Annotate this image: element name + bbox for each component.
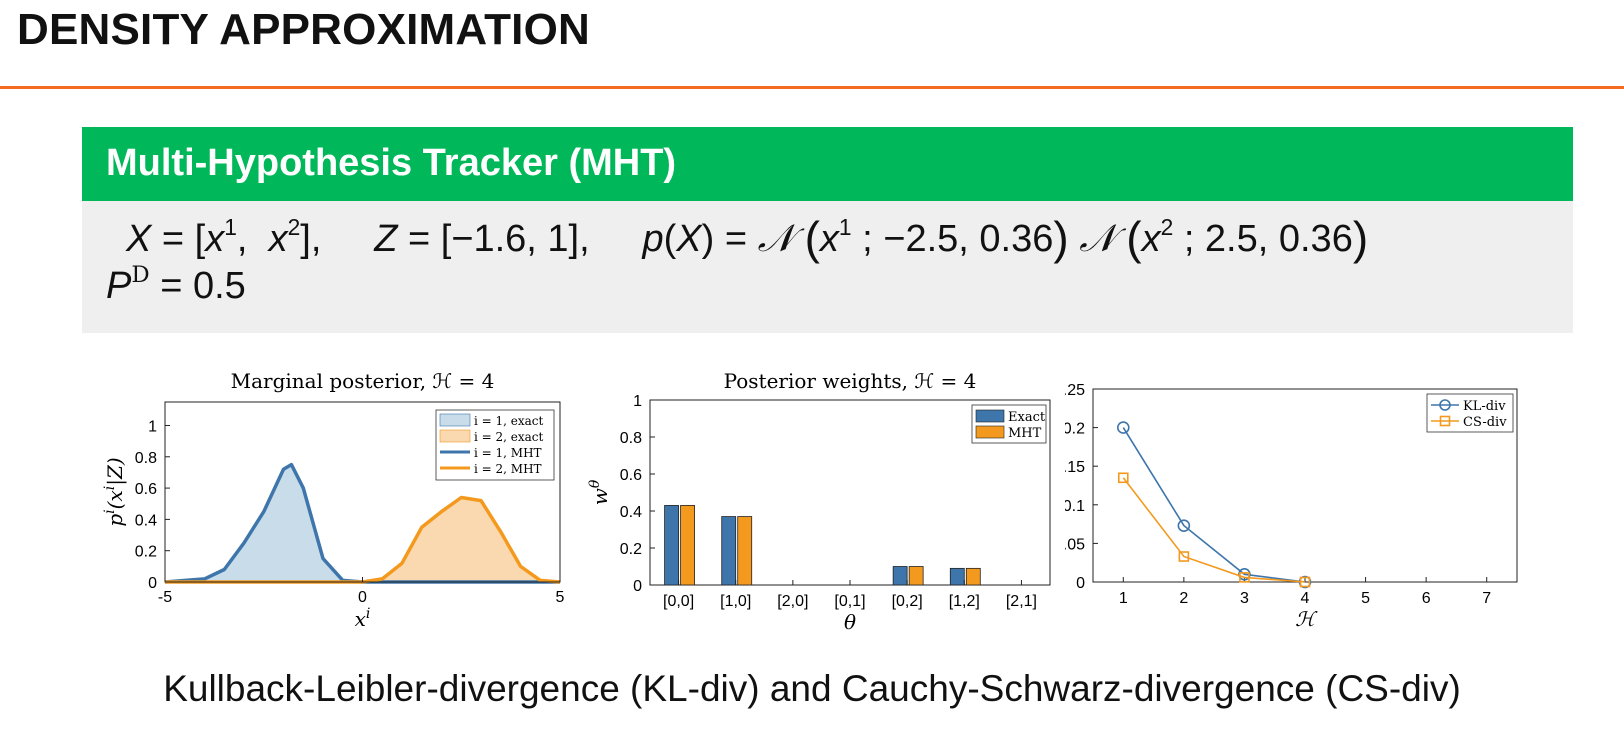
series-area-1 — [165, 464, 560, 582]
legend-label: i = 1, exact — [474, 414, 544, 428]
equation-line-1: X = [x1, x2], Z = [−1.6, 1], p(X) = 𝒩 (x… — [126, 212, 1369, 264]
legend-marker — [1439, 399, 1451, 411]
x-tick-label: [1,2] — [949, 593, 980, 610]
y-tick-label: 0.15 — [1065, 459, 1085, 476]
y-tick-label: 0 — [633, 578, 642, 595]
y-tick-label: 0.8 — [620, 430, 642, 447]
x-tick-label: 6 — [1422, 590, 1431, 607]
y-tick-label: 0.8 — [135, 450, 157, 467]
bar-exact — [721, 516, 737, 586]
x2-params: ; 2.5, 0.36 — [1183, 218, 1353, 260]
x-tick-label: [2,1] — [1006, 593, 1037, 610]
p-definition: = — [724, 218, 748, 260]
bar-mht — [908, 566, 924, 586]
y-tick-label: 0.2 — [620, 541, 642, 558]
x-definition: = [ — [161, 218, 206, 260]
legend-swatch — [975, 425, 1005, 439]
mht-block: Multi-Hypothesis Tracker (MHT) X = [x1, … — [82, 127, 1573, 333]
y-tick-label: 0.25 — [1065, 382, 1085, 399]
legend-swatch — [975, 409, 1005, 423]
point-kl-div — [1116, 421, 1130, 434]
posterior-weights-chart: Posterior weights, ℋ = 4 [0,0] [1,0] [2,0] [… — [585, 362, 1070, 644]
x-tick-label: [2,0] — [777, 593, 808, 610]
equation-line-2: PD = 0.5 — [106, 262, 246, 307]
legend-swatch — [439, 413, 471, 427]
point-kl-div — [1177, 519, 1191, 532]
x-tick-label: 4 — [1301, 590, 1310, 607]
chart-title: Posterior weights, ℋ = 4 — [724, 369, 977, 393]
legend-label: i = 1, MHT — [474, 446, 542, 460]
x-tick-label: 7 — [1482, 590, 1491, 607]
point-cs-div — [1117, 472, 1129, 484]
y-tick-label: 0.05 — [1065, 536, 1085, 553]
title-rule — [0, 86, 1624, 89]
point-cs-div — [1239, 572, 1250, 583]
x-tick-label: 1 — [1119, 590, 1128, 607]
y-tick-label: 0.1 — [1065, 498, 1085, 515]
pd-value: = 0.5 — [160, 265, 246, 307]
z-definition: = [−1.6, 1], — [407, 218, 590, 260]
series-area-2 — [165, 497, 560, 582]
x-tick-label: 2 — [1179, 590, 1188, 607]
block-header: Multi-Hypothesis Tracker (MHT) — [82, 127, 1573, 201]
y-tick-label: 0.2 — [1065, 421, 1085, 438]
x-tick-label: 3 — [1240, 590, 1249, 607]
legend-label: KL-div — [1463, 399, 1506, 414]
x-tick-label: [1,0] — [720, 593, 751, 610]
block-body: X = [x1, x2], Z = [−1.6, 1], p(X) = 𝒩 (x… — [82, 201, 1573, 333]
x-axis-label: ℋ — [1295, 607, 1318, 631]
y-axis-label: pi(xi|Z) — [102, 457, 128, 526]
x-axis-label: xi — [355, 606, 371, 631]
marginal-posterior-svg: Marginal posterior, ℋ = 4-5 0 500.20.40.60… — [102, 369, 565, 631]
slide-title: DENSITY APPROXIMATION — [17, 5, 590, 54]
x-tick-label: 5 — [1361, 590, 1370, 607]
x-tick-label: 0 — [358, 589, 367, 606]
y-tick-label: 0.6 — [620, 467, 642, 484]
legend-swatch — [439, 429, 471, 443]
x-tick-label: -5 — [158, 589, 172, 606]
y-tick-label: 0.4 — [620, 504, 642, 521]
posterior-weights-svg: Posterior weights, ℋ = 4 [0,0] [1,0] [2,0] [… — [587, 369, 1051, 634]
point-cs-div — [1178, 551, 1190, 562]
bar-mht — [680, 505, 695, 586]
bar-exact — [664, 505, 679, 586]
legend-label: i = 2, exact — [474, 430, 544, 444]
x-tick-label: [0,0] — [663, 593, 694, 610]
bar-mht — [965, 567, 981, 586]
legend-label: CS-div — [1463, 415, 1507, 430]
legend-label: Exact — [1008, 410, 1046, 425]
y-axis-label: wθ — [587, 479, 612, 505]
x-tick-label: [0,2] — [892, 593, 923, 610]
x-tick-label: 5 — [556, 589, 565, 606]
chart-title: Marginal posterior, ℋ = 4 — [231, 369, 495, 393]
x1-params: ; −2.5, 0.36 — [862, 218, 1054, 260]
series-line-kl-div — [1122, 427, 1306, 583]
caption: Kullback-Leibler-divergence (KL-div) and… — [163, 668, 1461, 709]
y-tick-label: 1 — [148, 418, 157, 435]
y-tick-label: 0.4 — [135, 512, 157, 529]
legend-marker — [1439, 415, 1451, 427]
legend-label: i = 2, MHT — [474, 462, 542, 476]
y-tick-label: 0 — [1076, 575, 1085, 592]
x-axis-label: θ — [844, 610, 856, 634]
x-tick-label: [0,1] — [834, 593, 865, 610]
bar-exact — [949, 567, 965, 586]
y-tick-label: 0.2 — [135, 544, 157, 561]
bar-mht — [737, 516, 753, 586]
y-tick-label: 0.6 — [135, 481, 157, 498]
y-tick-label: 0 — [148, 575, 157, 592]
series-line-cs-div — [1122, 477, 1306, 583]
marginal-posterior-chart: Marginal posterior, ℋ = 4 -5 0 5 0 0.2 0.4 0.6 0… — [90, 362, 590, 644]
point-kl-div — [1238, 567, 1251, 581]
y-tick-label: 1 — [633, 393, 642, 410]
point-cs-div — [1299, 576, 1311, 588]
bar-exact — [892, 566, 908, 586]
legend-label: MHT — [1008, 426, 1042, 441]
block-title: Multi-Hypothesis Tracker (MHT) — [106, 142, 677, 184]
